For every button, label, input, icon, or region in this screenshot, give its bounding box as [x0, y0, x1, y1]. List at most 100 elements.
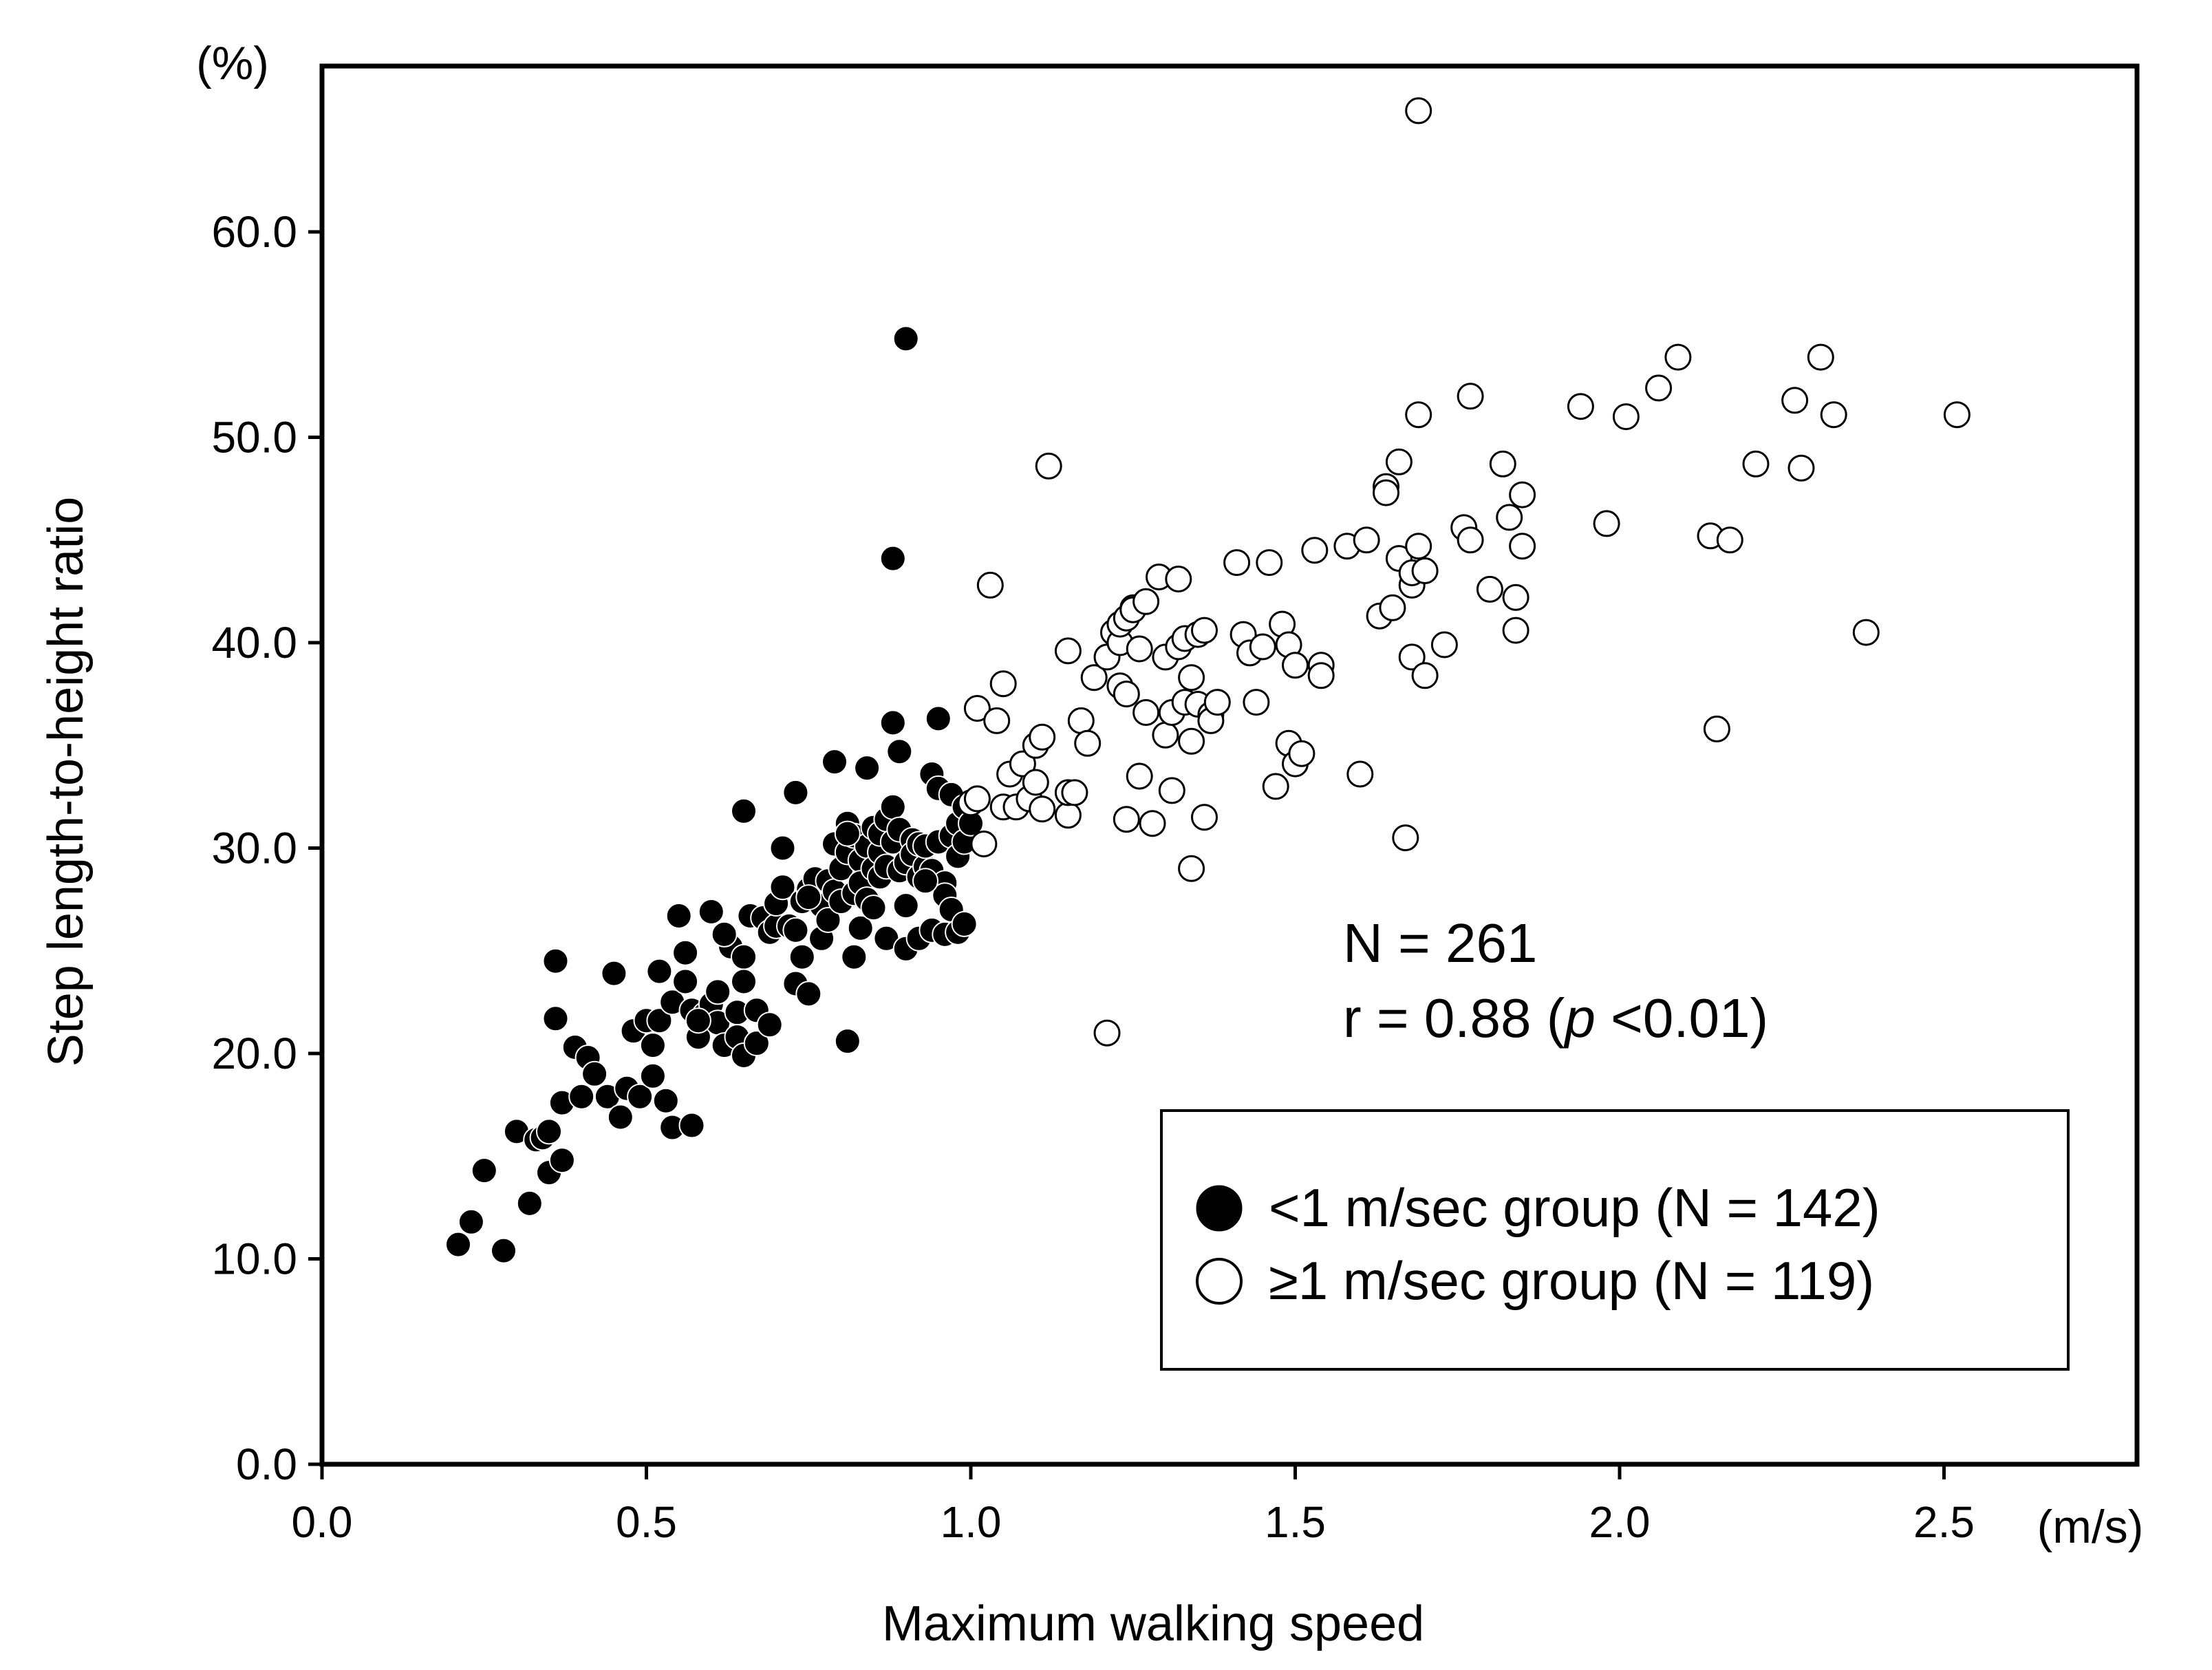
point-fast-group — [1191, 804, 1218, 831]
point-fast-group — [1178, 727, 1205, 755]
point-slow-group — [841, 943, 868, 970]
point-slow-group — [672, 968, 699, 995]
point-slow-group — [834, 1028, 861, 1055]
point-slow-group — [854, 755, 881, 782]
point-slow-group — [665, 903, 692, 929]
point-slow-group — [601, 960, 627, 987]
point-fast-group — [1405, 97, 1432, 125]
point-fast-group — [1457, 526, 1484, 554]
point-fast-group — [1126, 635, 1153, 663]
point-fast-group — [1353, 526, 1380, 554]
point-slow-group — [652, 1087, 679, 1114]
point-slow-group — [731, 968, 757, 995]
point-fast-group — [1489, 450, 1516, 478]
point-fast-group — [1346, 760, 1374, 788]
point-slow-group — [860, 895, 887, 921]
point-slow-group — [705, 978, 731, 1005]
point-fast-group — [1664, 343, 1692, 371]
point-fast-group — [1249, 633, 1276, 661]
point-slow-group — [639, 1032, 666, 1059]
y-tick-label: 40.0 — [211, 618, 297, 667]
point-fast-group — [1307, 662, 1335, 689]
point-fast-group — [1203, 689, 1231, 716]
legend: <1 m/sec group (N = 142) ≥1 m/sec group … — [1160, 1109, 2070, 1371]
point-fast-group — [1029, 795, 1056, 823]
point-slow-group — [581, 1060, 608, 1087]
stat-n: N = 261 — [1343, 912, 1537, 974]
x-unit-label: (m/s) — [2037, 1501, 2144, 1553]
point-slow-group — [951, 910, 978, 937]
legend-marker-filled — [1196, 1185, 1243, 1232]
point-fast-group — [970, 831, 998, 857]
x-tick-label: 1.5 — [1265, 1497, 1326, 1547]
point-slow-group — [782, 779, 809, 806]
stat-r-p: p — [1563, 987, 1596, 1049]
point-fast-group — [1165, 566, 1192, 592]
x-tick-label: 2.5 — [1913, 1497, 1975, 1547]
point-fast-group — [1820, 401, 1847, 429]
point-fast-group — [1113, 806, 1140, 833]
point-fast-group — [1457, 383, 1484, 410]
x-tick-label: 0.5 — [616, 1497, 677, 1547]
point-fast-group — [1054, 802, 1082, 829]
point-slow-group — [548, 1147, 575, 1174]
point-fast-group — [1132, 588, 1160, 615]
point-fast-group — [976, 571, 1004, 599]
point-fast-group — [1035, 452, 1062, 480]
point-fast-group — [1243, 689, 1270, 716]
point-fast-group — [1502, 617, 1529, 644]
point-fast-group — [989, 670, 1017, 698]
point-slow-group — [822, 749, 848, 775]
point-fast-group — [1009, 750, 1036, 778]
point-slow-group — [782, 917, 809, 943]
point-fast-group — [1807, 343, 1834, 371]
point-slow-group — [925, 705, 952, 732]
point-fast-group — [1139, 810, 1166, 837]
point-fast-group — [1158, 777, 1185, 804]
point-fast-group — [1022, 769, 1049, 796]
x-axis-title: Maximum walking speed — [882, 1596, 1424, 1651]
point-slow-group — [568, 1083, 595, 1110]
point-fast-group — [1093, 1019, 1121, 1047]
point-slow-group — [731, 797, 757, 824]
point-fast-group — [1126, 762, 1153, 790]
point-fast-group — [1509, 533, 1536, 560]
point-fast-group — [1132, 699, 1160, 726]
point-fast-group — [1178, 855, 1205, 882]
point-fast-group — [1411, 557, 1439, 584]
point-slow-group — [795, 981, 822, 1007]
point-fast-group — [1262, 773, 1289, 800]
point-fast-group — [1392, 824, 1419, 852]
stat-r-prefix: r = 0.88 ( — [1343, 987, 1565, 1049]
point-slow-group — [471, 1157, 497, 1184]
x-tick-label: 0.0 — [292, 1497, 353, 1547]
point-slow-group — [678, 1112, 705, 1139]
point-fast-group — [1567, 393, 1594, 420]
point-slow-group — [698, 899, 724, 925]
point-fast-group — [1716, 526, 1743, 554]
point-fast-group — [1430, 631, 1458, 659]
point-fast-group — [1178, 664, 1205, 692]
point-slow-group — [743, 1030, 770, 1057]
point-fast-group — [1029, 723, 1056, 751]
point-fast-group — [1787, 454, 1815, 482]
point-fast-group — [1282, 652, 1309, 679]
point-slow-group — [769, 874, 796, 901]
y-axis: 0.0 10.0 20.0 30.0 40.0 50.0 60.0 — [211, 207, 322, 1489]
point-slow-group — [788, 943, 815, 970]
point-fast-group — [1852, 619, 1880, 646]
point-fast-group — [1288, 740, 1316, 767]
point-fast-group — [963, 695, 991, 722]
stat-r: r = 0.88 (p <0.01) — [1343, 987, 1768, 1049]
point-fast-group — [1223, 549, 1251, 577]
point-fast-group — [1113, 681, 1140, 708]
point-slow-group — [912, 868, 938, 895]
point-fast-group — [1379, 594, 1406, 621]
point-fast-group — [1943, 401, 1971, 429]
point-fast-group — [1411, 662, 1439, 689]
point-fast-group — [1074, 729, 1102, 757]
legend-label-slow: <1 m/sec group (N = 142) — [1269, 1177, 1880, 1238]
point-fast-group — [1256, 549, 1283, 577]
point-slow-group — [879, 545, 906, 572]
